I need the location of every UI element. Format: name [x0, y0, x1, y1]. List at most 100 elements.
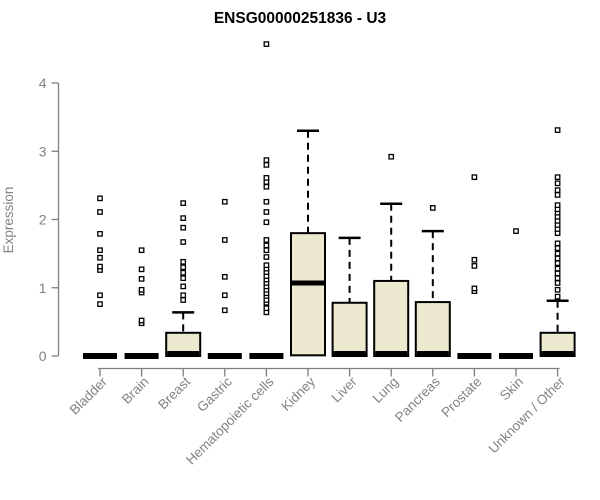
collapsed-box [124, 353, 159, 359]
outlier-point [554, 275, 561, 282]
outlier-point [263, 237, 270, 243]
boxplot-bladder [83, 195, 117, 359]
y-tick-label: 2 [39, 212, 47, 228]
collapsed-box [457, 353, 492, 359]
x-tick-label: Brain [119, 374, 152, 407]
box [331, 301, 368, 358]
outlier-point [554, 180, 561, 187]
outlier-point [180, 264, 187, 271]
y-tick-label: 1 [39, 280, 47, 296]
collapsed-box [207, 353, 242, 359]
outlier-point [180, 269, 187, 276]
boxplot-liver [331, 236, 368, 358]
outlier-point [471, 285, 478, 292]
boxplot-brain [124, 247, 159, 359]
outlier-point [263, 305, 270, 312]
x-tick-label: Breast [155, 374, 193, 412]
chart-title: ENSG00000251836 - U3 [214, 10, 387, 27]
outlier-point [97, 292, 103, 299]
y-tick-label: 0 [39, 348, 47, 364]
outlier-point [221, 292, 228, 299]
outlier-point [138, 276, 145, 282]
outlier-point [554, 187, 561, 194]
x-tick-label: Unknown / Other [485, 374, 568, 457]
x-tick-label: Lung [369, 374, 401, 406]
y-axis-label: Expression [1, 187, 16, 254]
outlier-point [554, 245, 561, 252]
box [290, 232, 326, 357]
outlier-point [263, 209, 270, 215]
outlier-point [554, 192, 561, 198]
outlier-point [180, 275, 187, 282]
outlier-point [263, 41, 270, 47]
outlier-point [388, 153, 395, 160]
outlier-point [221, 237, 228, 243]
outlier-point [97, 254, 103, 261]
x-tick-label: Skin [497, 374, 526, 403]
outlier-point [471, 263, 478, 269]
outlier-point [263, 219, 270, 226]
boxplot-prostate [457, 174, 492, 359]
boxplot-unknown-other [539, 127, 576, 358]
outlier-point [263, 242, 270, 249]
outlier-point [263, 183, 270, 190]
boxplot-breast [165, 200, 202, 358]
outlier-point [263, 157, 270, 163]
outlier-point [554, 260, 561, 267]
boxplot-gastric [207, 198, 242, 359]
outlier-point [180, 283, 187, 290]
outlier-point [221, 307, 228, 314]
outlier-point [221, 273, 228, 280]
outlier-point [97, 230, 103, 237]
outlier-point [97, 301, 103, 307]
collapsed-box [499, 353, 533, 359]
outlier-point [429, 205, 436, 211]
outlier-point [554, 240, 561, 247]
outlier-point [221, 198, 228, 205]
outlier-point [471, 174, 478, 181]
outlier-point [263, 162, 270, 168]
x-tick-label: Bladder [67, 374, 111, 418]
outlier-point [554, 127, 561, 133]
outlier-point [180, 215, 187, 221]
y-tick-label: 3 [39, 143, 47, 159]
x-tick-label: Liver [328, 374, 360, 406]
collapsed-box [83, 353, 117, 359]
outlier-point [180, 297, 187, 303]
boxplot-hematopoietic-cells [249, 41, 284, 359]
outlier-point [263, 175, 270, 181]
outlier-point [97, 209, 103, 215]
x-tick-label: Pancreas [392, 374, 443, 425]
outlier-point [180, 258, 187, 265]
outlier-point [138, 286, 145, 293]
boxplot-kidney [290, 129, 326, 357]
outlier-point [554, 286, 561, 293]
outlier-point [180, 200, 187, 206]
outlier-point [554, 270, 561, 277]
outlier-point [180, 224, 187, 231]
outlier-point [554, 174, 561, 181]
outlier-point [554, 265, 561, 272]
outlier-point [180, 239, 187, 245]
outlier-point [138, 266, 145, 273]
boxplot-lung [373, 153, 410, 357]
outlier-point [513, 228, 519, 234]
outlier-point [97, 195, 103, 202]
outlier-point [554, 255, 561, 262]
outlier-point [554, 202, 561, 209]
x-tick-label: Prostate [438, 374, 484, 420]
boxplot-skin [499, 228, 533, 359]
box [373, 279, 410, 357]
y-axis: 0 1 2 3 4 [39, 75, 60, 364]
outlier-point [554, 250, 561, 257]
outlier-point [554, 293, 561, 300]
outlier-point [263, 247, 270, 254]
outlier-point [554, 280, 561, 286]
outlier-point [138, 317, 145, 324]
outlier-point [263, 198, 270, 205]
outlier-point [97, 263, 103, 270]
collapsed-box [249, 353, 284, 359]
outlier-point [97, 247, 103, 254]
